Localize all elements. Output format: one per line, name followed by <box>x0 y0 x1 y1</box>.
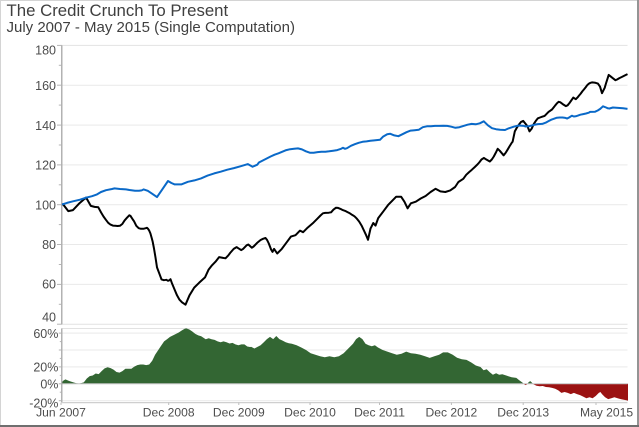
svg-text:July 2007 - May 2015 (Single C: July 2007 - May 2015 (Single Computation… <box>7 19 296 36</box>
svg-text:180: 180 <box>35 44 56 58</box>
svg-text:Dec 2012: Dec 2012 <box>426 405 478 419</box>
svg-text:Dec 2013: Dec 2013 <box>497 405 549 419</box>
svg-text:-20%: -20% <box>29 396 58 410</box>
svg-text:Dec 2008: Dec 2008 <box>143 405 195 419</box>
svg-text:Dec 2010: Dec 2010 <box>284 405 336 419</box>
svg-text:Jun 2007: Jun 2007 <box>36 405 86 419</box>
svg-text:May 2015: May 2015 <box>580 405 633 419</box>
svg-text:80: 80 <box>42 238 56 252</box>
svg-text:140: 140 <box>35 119 56 133</box>
svg-text:40: 40 <box>42 310 56 324</box>
svg-text:60%: 60% <box>33 327 58 341</box>
svg-text:160: 160 <box>35 79 56 93</box>
svg-text:60: 60 <box>42 277 56 291</box>
svg-text:120: 120 <box>35 159 56 173</box>
svg-text:Dec 2011: Dec 2011 <box>354 405 405 419</box>
svg-text:The Credit Crunch To Present: The Credit Crunch To Present <box>7 1 229 20</box>
svg-text:Dec 2009: Dec 2009 <box>213 405 265 419</box>
svg-text:0%: 0% <box>40 377 58 391</box>
svg-text:100: 100 <box>35 199 56 213</box>
svg-text:20%: 20% <box>33 361 58 375</box>
